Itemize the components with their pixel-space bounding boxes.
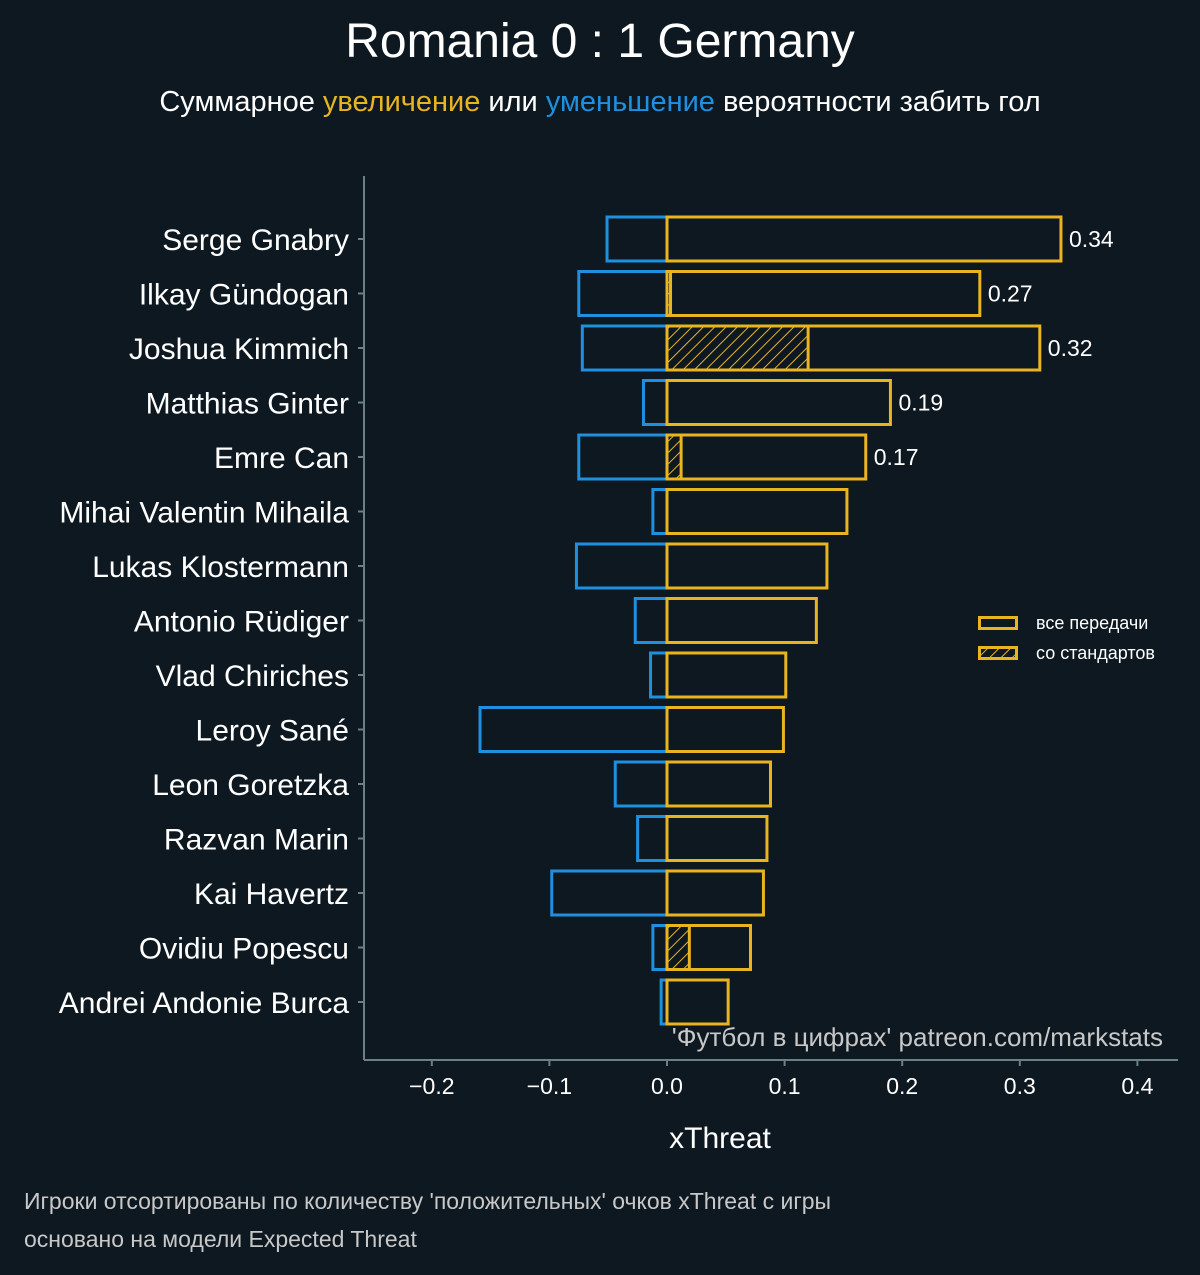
category-label: Lukas Klostermann [92, 551, 349, 584]
legend-swatch-all-passes [978, 616, 1018, 630]
positive-bar [665, 651, 788, 699]
category-label: Vlad Chiriches [156, 660, 349, 693]
positive-bar [665, 433, 868, 481]
value-label: 0.19 [898, 390, 943, 416]
positive-bar [665, 379, 892, 426]
negative-bar [577, 270, 669, 317]
negative-bar [649, 651, 669, 699]
negative-bar [641, 379, 669, 426]
positive-bar [665, 978, 730, 1026]
x-tick-label: 0.3 [1004, 1073, 1036, 1099]
negative-bar [574, 542, 669, 590]
positive-bar [665, 815, 769, 862]
set-piece-bar [665, 924, 691, 971]
x-tick-label: 0.1 [769, 1073, 801, 1099]
category-label: Andrei Andonie Burca [59, 987, 350, 1020]
set-piece-bar [665, 324, 810, 372]
subtitle-prefix: Суммарное [159, 86, 323, 118]
subtitle-increase: увеличение [322, 86, 481, 118]
footnote-sorting: Игроки отсортированы по количеству 'поло… [24, 1188, 832, 1214]
negative-bar [613, 760, 669, 808]
bars-group: 0.34 0.27 0.32 0.19 0.17 [478, 215, 1114, 1026]
watermark: 'Футбол в цифрах' patreon.com/markstats [672, 1022, 1163, 1052]
x-tick-label: −0.1 [527, 1073, 572, 1099]
legend-label-all-passes: все передачи [1036, 612, 1149, 633]
subtitle-middle: или [480, 86, 546, 118]
x-tick-label: 0.2 [886, 1073, 918, 1099]
negative-bar [605, 215, 669, 263]
value-label: 0.32 [1048, 335, 1093, 361]
negative-bar [577, 433, 669, 481]
positive-bar [665, 542, 829, 590]
category-label: Leroy Sané [196, 715, 349, 748]
legend: все передачи со стандартов [978, 608, 1155, 668]
legend-label-set-pieces: со стандартов [1036, 642, 1155, 663]
negative-bar [651, 488, 669, 535]
category-label: Leon Goretzka [152, 769, 349, 802]
axes-group: Serge Gnabry Ilkay Gündogan Joshua Kimmich… [59, 176, 1178, 1099]
positive-bar [665, 706, 785, 753]
negative-bar [633, 597, 669, 644]
x-axis-label: xThreat [669, 1122, 771, 1155]
category-label: Serge Gnabry [162, 224, 349, 257]
category-label: Kai Havertz [194, 878, 349, 911]
category-label: Emre Can [214, 442, 349, 475]
negative-bar [651, 924, 669, 971]
category-label: Antonio Rüdiger [134, 606, 349, 639]
x-tick-label: 0.0 [651, 1073, 683, 1099]
positive-bar [665, 760, 772, 808]
positive-bar [665, 215, 1063, 263]
category-label: Joshua Kimmich [129, 333, 349, 366]
x-tick-label: 0.4 [1121, 1073, 1153, 1099]
category-label: Ovidiu Popescu [139, 933, 349, 966]
value-label: 0.17 [874, 444, 919, 470]
category-label: Matthias Ginter [146, 388, 349, 421]
negative-bar [636, 815, 669, 862]
positive-bar [665, 270, 982, 317]
value-label: 0.34 [1069, 226, 1114, 252]
positive-bar [665, 869, 765, 917]
positive-bar [665, 488, 849, 535]
x-tick-label: −0.2 [409, 1073, 454, 1099]
positive-bar [665, 924, 752, 971]
negative-bar [550, 869, 669, 917]
category-label: Ilkay Gündogan [139, 279, 349, 312]
negative-bar [478, 706, 669, 753]
set-piece-bar [665, 433, 683, 481]
category-label: Razvan Marin [164, 824, 349, 857]
positive-bar [665, 597, 818, 644]
legend-swatch-set-pieces [978, 646, 1018, 660]
footnote-model: основано на модели Expected Threat [24, 1226, 417, 1252]
value-label: 0.27 [988, 281, 1033, 307]
chart-subtitle: Суммарное увеличение или уменьшение веро… [0, 86, 1200, 119]
subtitle-decrease: уменьшение [545, 86, 715, 118]
legend-item-all-passes: все передачи [978, 608, 1155, 638]
legend-item-set-pieces: со стандартов [978, 638, 1155, 668]
positive-bar [665, 324, 1042, 372]
subtitle-suffix: вероятности забить гол [714, 86, 1041, 118]
negative-bar [580, 324, 669, 372]
category-label: Mihai Valentin Mihaila [59, 497, 349, 530]
chart-title: Romania 0 : 1 Germany [345, 15, 855, 68]
